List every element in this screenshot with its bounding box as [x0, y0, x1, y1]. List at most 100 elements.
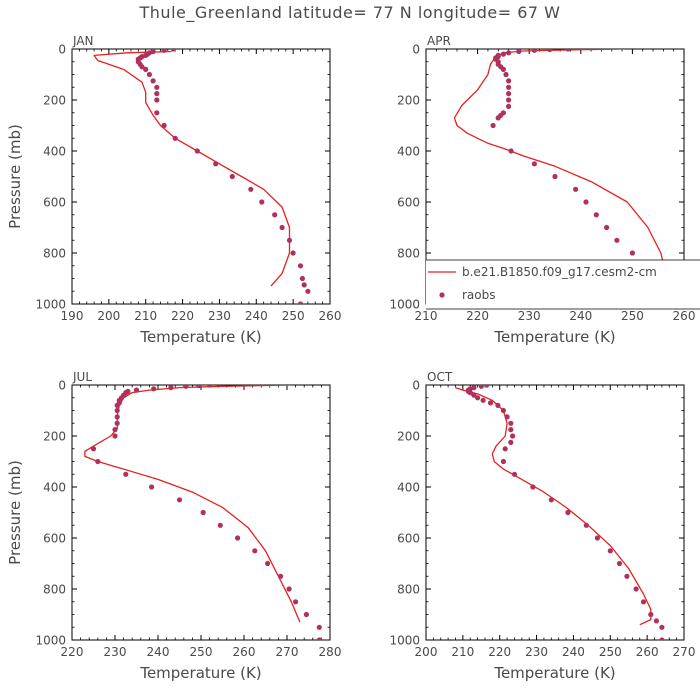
- raobs-point: [286, 237, 293, 243]
- raobs-point: [154, 91, 160, 97]
- x-tick-label: 250: [190, 645, 213, 659]
- raobs-point: [297, 301, 304, 304]
- y-tick-label: 600: [397, 532, 420, 546]
- raobs-point: [480, 397, 486, 403]
- raobs-point: [593, 212, 599, 218]
- raobs-point: [172, 135, 178, 141]
- x-tick-label: 200: [97, 309, 120, 323]
- raobs-point: [500, 66, 506, 72]
- raobs-point: [114, 402, 120, 408]
- raobs-point: [490, 122, 496, 129]
- raobs-point: [279, 224, 285, 231]
- raobs-point: [547, 49, 553, 53]
- raobs-point: [548, 497, 554, 503]
- x-tick-label: 230: [525, 645, 548, 659]
- raobs-point: [170, 49, 176, 52]
- raobs-point: [114, 407, 120, 414]
- x-tick-label: 220: [61, 645, 84, 659]
- y-tick-label: 0: [412, 379, 420, 393]
- raobs-point: [504, 414, 510, 420]
- panel-label: OCT: [427, 370, 453, 384]
- raobs-point: [484, 385, 490, 388]
- x-tick-label: 280: [319, 645, 342, 659]
- raobs-point: [583, 199, 589, 205]
- y-tick-label: 800: [43, 247, 66, 261]
- panel-label: JUL: [72, 370, 92, 384]
- raobs-point: [500, 51, 506, 57]
- y-tick-label: 0: [58, 379, 66, 393]
- y-tick-label: 1000: [389, 298, 420, 312]
- legend-marker-swatch: [439, 292, 445, 298]
- raobs-point: [252, 548, 258, 554]
- x-axis-label: Temperature (K): [493, 664, 615, 682]
- x-tick-label: 260: [673, 309, 696, 323]
- model-profile-line: [93, 50, 291, 287]
- raobs-point: [143, 66, 149, 72]
- x-axis-label: Temperature (K): [139, 328, 261, 346]
- x-tick-label: 220: [466, 309, 489, 323]
- legend-label-raobs: raobs: [462, 288, 496, 302]
- panel-apr: 210 220 230 240 250 260 0 200 400 600 800 1000 APR Te…: [389, 34, 700, 346]
- raobs-point: [616, 560, 623, 567]
- raobs-point: [614, 237, 620, 243]
- raobs-point: [475, 395, 481, 401]
- y-tick-label: 400: [397, 481, 420, 495]
- raobs-point: [659, 624, 665, 630]
- x-tick-label: 260: [636, 645, 659, 659]
- raobs-point: [500, 458, 506, 465]
- raobs-point: [114, 420, 120, 426]
- raobs-point: [624, 573, 630, 579]
- raobs-point: [506, 84, 512, 90]
- y-tick-label: 800: [397, 247, 420, 261]
- x-tick-label: 190: [61, 309, 84, 323]
- x-tick-label: 270: [276, 645, 299, 659]
- raobs-point: [146, 71, 152, 78]
- model-profile-line: [453, 49, 667, 292]
- y-tick-label: 600: [43, 532, 66, 546]
- y-tick-label: 800: [397, 583, 420, 597]
- y-tick-label: 200: [397, 430, 420, 444]
- raobs-point: [272, 212, 278, 218]
- raobs-point: [583, 522, 589, 528]
- raobs-point: [565, 49, 571, 52]
- y-tick-label: 600: [397, 196, 420, 210]
- panel-jul: 220 230 240 250 260 270 280 0 200 400 600 800 1000 JU…: [6, 370, 341, 682]
- x-tick-label: 210: [134, 309, 157, 323]
- raobs-point: [503, 71, 509, 78]
- y-axis-label: Pressure (mb): [6, 460, 24, 565]
- x-tick-label: 250: [621, 309, 644, 323]
- raobs-point: [303, 611, 309, 618]
- raobs-point: [607, 548, 613, 554]
- x-tick-label: 240: [245, 309, 268, 323]
- raobs-point: [150, 78, 156, 84]
- raobs-point: [200, 509, 206, 516]
- raobs-point: [207, 385, 213, 388]
- raobs-point: [301, 282, 307, 288]
- raobs-point: [516, 49, 522, 55]
- x-tick-label: 230: [518, 309, 541, 323]
- panel-oct: 200 210 220 230 240 250 260 270 0 200 400 600 800 100…: [389, 370, 695, 682]
- raobs-point: [508, 439, 514, 445]
- y-tick-label: 600: [43, 196, 66, 210]
- x-tick-label: 210: [451, 645, 474, 659]
- raobs-point: [640, 599, 647, 605]
- x-axis-label: Temperature (K): [139, 664, 261, 682]
- legend-label-model: b.e21.B1850.f09_g17.cesm2-cm: [462, 265, 657, 279]
- y-tick-label: 400: [397, 145, 420, 159]
- raobs-point: [154, 97, 160, 103]
- raobs-point: [151, 386, 157, 392]
- plot-data: [455, 385, 665, 640]
- plot-data: [453, 49, 672, 304]
- x-tick-label: 200: [415, 645, 438, 659]
- plot-data: [84, 385, 322, 640]
- raobs-point: [290, 250, 296, 256]
- x-tick-label: 260: [233, 645, 256, 659]
- raobs-point: [112, 433, 118, 439]
- raobs-point: [139, 64, 145, 70]
- y-tick-label: 400: [43, 481, 66, 495]
- y-tick-label: 0: [58, 43, 66, 57]
- x-tick-label: 230: [208, 309, 231, 323]
- raobs-point: [506, 97, 512, 103]
- raobs-point: [123, 471, 129, 477]
